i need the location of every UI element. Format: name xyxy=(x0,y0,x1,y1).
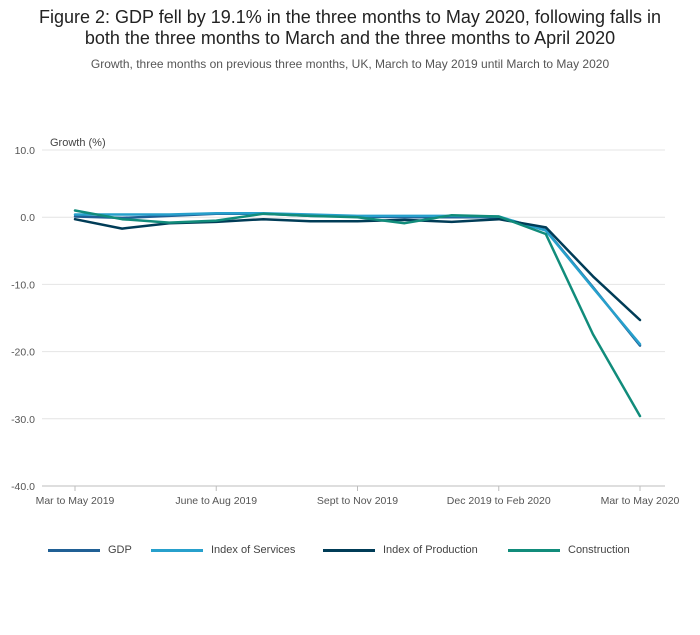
series-line-construction xyxy=(73,209,642,418)
x-tick-label: Mar to May 2020 xyxy=(601,495,680,507)
x-tick-label: Mar to May 2019 xyxy=(36,495,115,507)
y-tick-label: -30.0 xyxy=(11,414,35,426)
legend-label: GDP xyxy=(108,544,132,556)
legend-label: Index of Services xyxy=(211,544,296,556)
x-tick-label: June to Aug 2019 xyxy=(175,495,257,507)
y-tick-label: 10.0 xyxy=(15,145,36,157)
line-chart: 10.0 0.0 -10.0 -20.0 -30.0 -40.0 Growth (%) M… xyxy=(11,137,680,507)
gridlines xyxy=(42,149,665,487)
legend-item-index-of-services: Index of Services xyxy=(151,542,295,558)
chart-title: Figure 2: GDP fell by 19.1% in the three… xyxy=(39,7,661,48)
chart-subtitle: Growth, three months on previous three m… xyxy=(90,57,610,71)
y-axis-label: Growth (%) xyxy=(50,137,106,149)
legend-swatch xyxy=(48,548,100,552)
legend: GDP Index of Services Index of Production C… xyxy=(0,542,700,558)
legend-swatch xyxy=(151,548,203,552)
legend-label: Construction xyxy=(568,544,630,556)
legend-swatch xyxy=(508,548,560,552)
legend-item-construction: Construction xyxy=(508,542,630,558)
legend-label: Index of Production xyxy=(383,544,478,556)
y-tick-label: -40.0 xyxy=(11,481,35,493)
legend-item-gdp: GDP xyxy=(48,542,132,558)
legend-swatch xyxy=(323,548,375,552)
legend-item-index-of-production: Index of Production xyxy=(323,542,478,558)
series-line-index-of-services xyxy=(73,211,642,346)
y-tick-label: -10.0 xyxy=(11,279,35,291)
series-line-index-of-production xyxy=(73,217,642,322)
y-tick-label: 0.0 xyxy=(20,212,35,224)
x-tick-label: Sept to Nov 2019 xyxy=(317,495,398,507)
x-tick-label: Dec 2019 to Feb 2020 xyxy=(447,495,551,507)
series-line-gdp xyxy=(73,212,642,347)
y-tick-label: -20.0 xyxy=(11,347,35,359)
x-axis: Mar to May 2019 June to Aug 2019 Sept to N… xyxy=(36,486,680,507)
y-axis: 10.0 0.0 -10.0 -20.0 -30.0 -40.0 xyxy=(11,145,35,493)
series-lines xyxy=(73,209,642,418)
